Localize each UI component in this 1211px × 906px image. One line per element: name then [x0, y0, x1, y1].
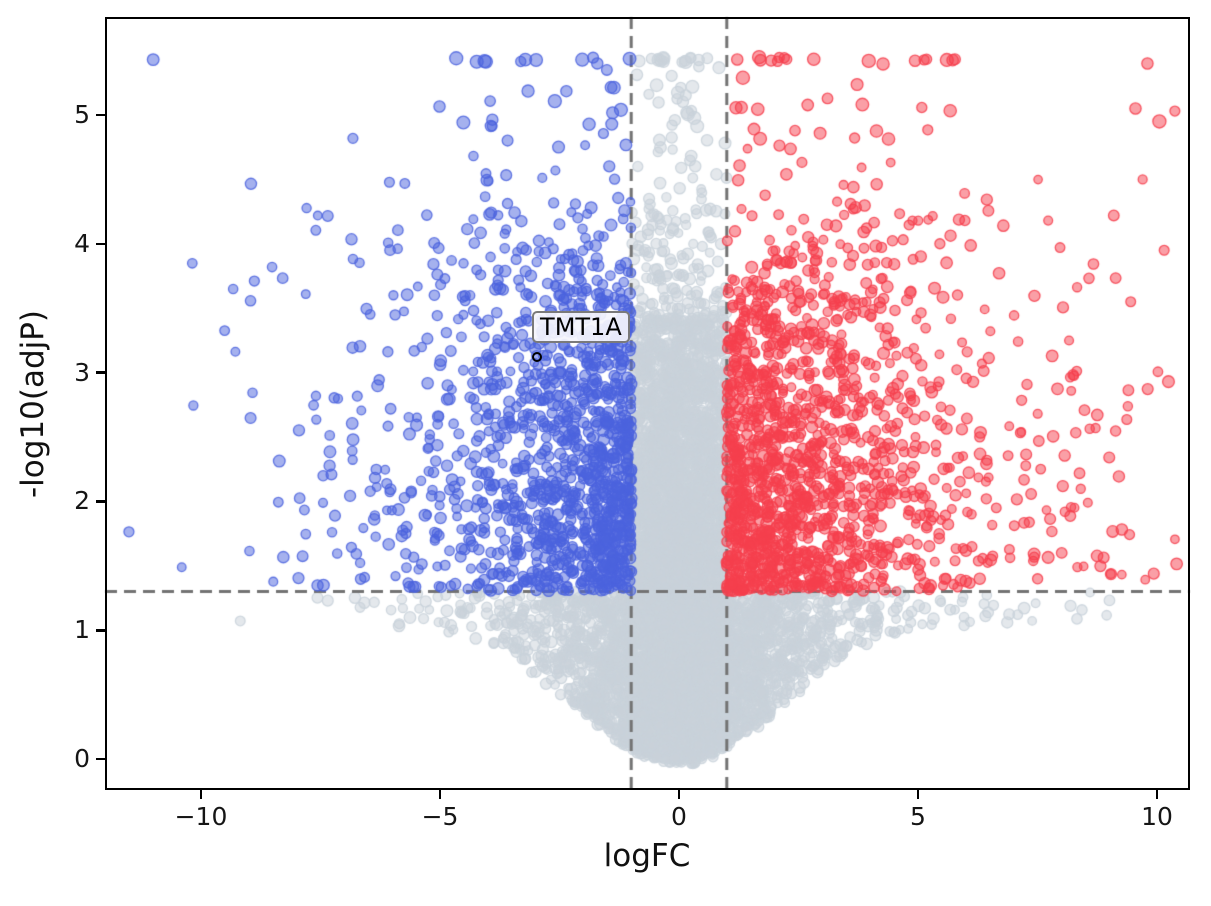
y-tick-mark [96, 757, 105, 761]
x-tick-mark [677, 790, 681, 799]
y-tick-label: 3 [74, 357, 90, 387]
y-tick-mark [96, 629, 105, 632]
x-axis-title: logFC [603, 838, 691, 874]
x-tick-label: 0 [671, 802, 687, 831]
y-axis-title: -log10(adjP) [15, 309, 51, 499]
y-tick-mark [96, 500, 105, 503]
y-tick-mark [96, 113, 105, 117]
x-tick-label: −10 [174, 802, 228, 831]
tmt1a-gene-label: TMT1A [532, 311, 630, 344]
y-tick-label: 5 [74, 100, 90, 129]
x-tick-mark [438, 790, 442, 799]
y-tick-mark [96, 371, 105, 374]
y-tick-mark [96, 242, 105, 246]
x-tick-label: −5 [421, 802, 459, 831]
tmt1a-point-marker [531, 351, 542, 362]
x-tick-mark [1155, 790, 1159, 799]
x-tick-label: 5 [910, 802, 926, 831]
y-tick-label: 4 [74, 228, 90, 258]
y-tick-label: 0 [74, 744, 90, 773]
y-tick-label: 1 [74, 615, 90, 645]
y-tick-label: 2 [74, 486, 90, 516]
x-tick-mark [916, 790, 920, 799]
x-tick-label: 10 [1141, 802, 1173, 831]
x-tick-mark [199, 790, 203, 799]
